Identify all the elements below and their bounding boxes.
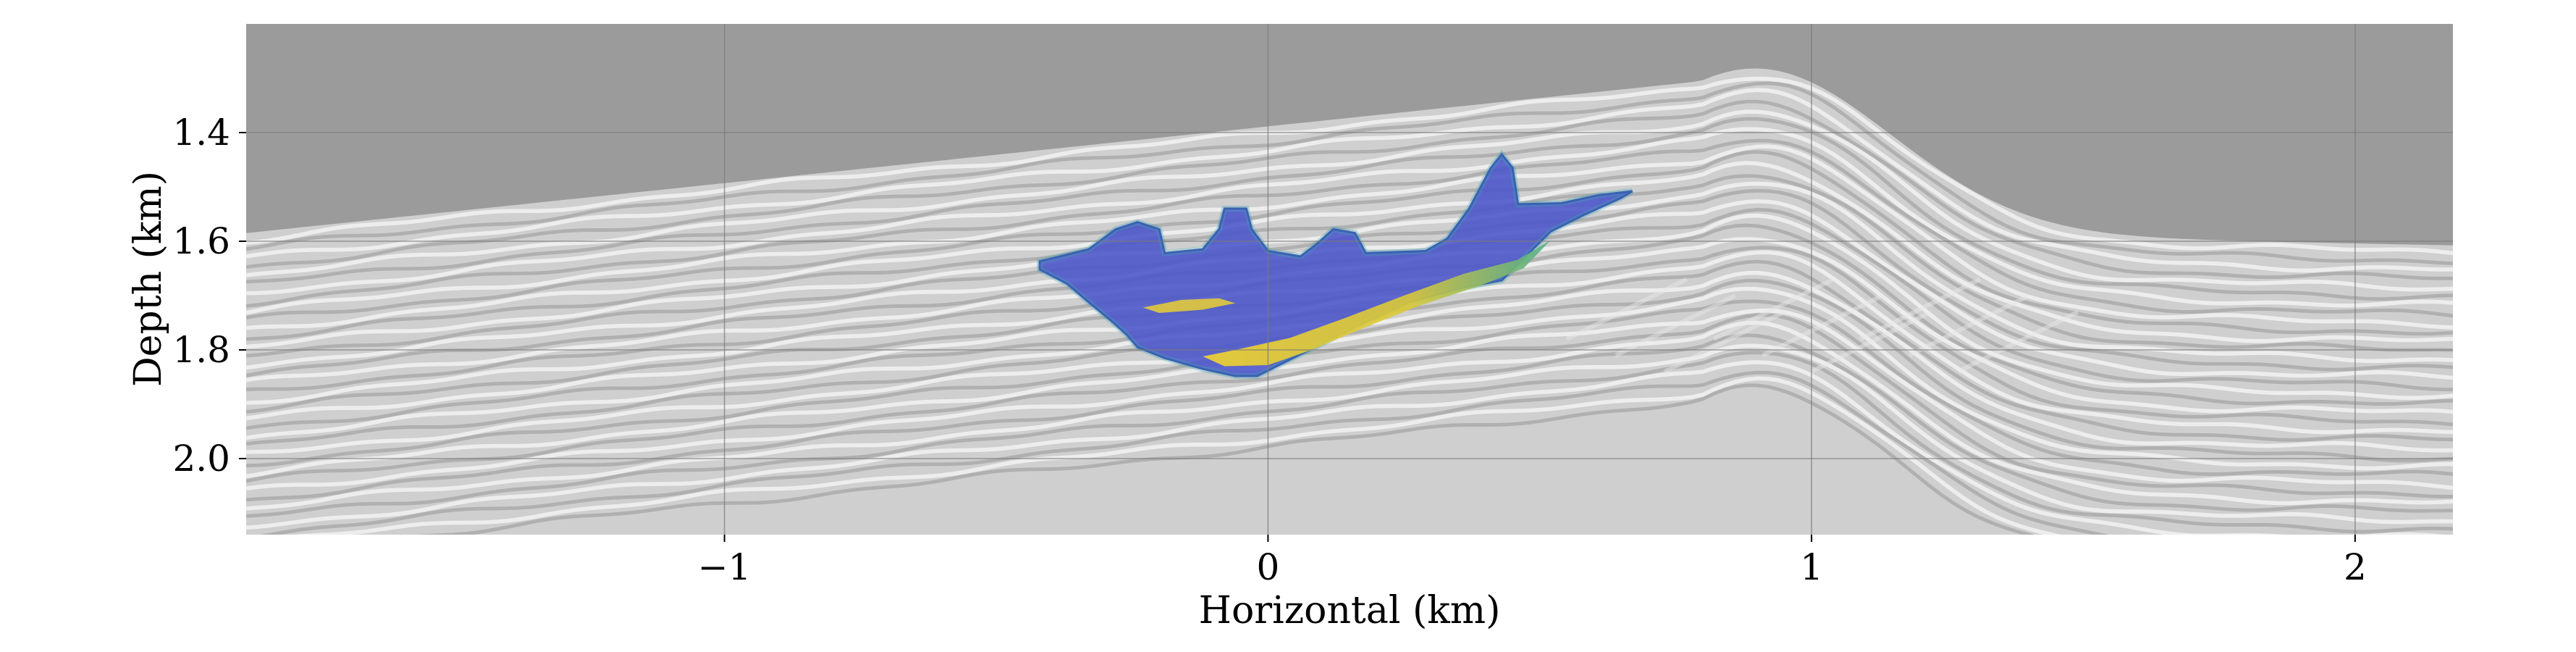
fault-streak (1957, 309, 2079, 374)
fault-streak (1908, 293, 2030, 358)
plot-area (246, 24, 2453, 535)
x-tick-label: 0 (1256, 546, 1279, 588)
reflector-band (246, 76, 2453, 256)
y-axis: 1.4 1.6 1.8 2.0 (172, 112, 246, 480)
reflector-band (246, 320, 2453, 506)
reflector-band (246, 99, 2453, 280)
water-region (246, 24, 2453, 246)
fault-streak (1712, 277, 1835, 341)
reflector-band (246, 351, 2453, 534)
salt-body-overlay (1037, 149, 1634, 379)
x-tick-label: 2 (2344, 546, 2367, 588)
high-probability-band (1203, 240, 1551, 367)
reflector-band (246, 161, 2453, 343)
reflector-band (246, 286, 2453, 471)
reflector-band (246, 299, 2453, 477)
x-tick-label: 1 (1800, 546, 1823, 588)
reflector-band (246, 88, 2453, 273)
reflector-band (260, 370, 2110, 535)
fault-streak (1615, 293, 1737, 358)
y-tick-label: 1.6 (172, 220, 230, 262)
reflector-band (292, 376, 2062, 535)
grid (246, 24, 2453, 535)
reflector-band (416, 383, 2035, 535)
reflector-band (246, 308, 2453, 490)
fault-streak (1859, 277, 1982, 341)
y-axis-label: Depth (km) (127, 171, 170, 387)
reflector-band (246, 360, 2446, 535)
y-tick-label: 2.0 (172, 438, 230, 480)
reflector-band (246, 174, 2453, 352)
y-tick-label: 1.4 (172, 112, 230, 154)
reflector-band (246, 109, 2453, 292)
fault-streak (1761, 293, 1884, 358)
reflector-band (246, 150, 2453, 336)
x-axis: −1 0 1 2 (698, 535, 2367, 588)
y-tick-label: 1.8 (172, 329, 230, 371)
fault-streak (1810, 309, 1932, 374)
reflector-band (246, 333, 2453, 513)
reflector-band (246, 127, 2453, 308)
fault-streak (1664, 309, 1785, 374)
reflector-band (246, 313, 2453, 498)
salt-body-edge (1037, 149, 1634, 379)
reflector-band (246, 138, 2453, 318)
inner-streak (1142, 298, 1236, 313)
salt-body-region (1038, 152, 1633, 377)
reflector-band (246, 144, 2453, 330)
x-tick-label: −1 (698, 546, 752, 588)
reflector-band (246, 343, 2453, 524)
fault-streak (1565, 277, 1688, 341)
x-axis-label: Horizontal (km) (1199, 589, 1501, 632)
reflector-band (246, 117, 2453, 301)
